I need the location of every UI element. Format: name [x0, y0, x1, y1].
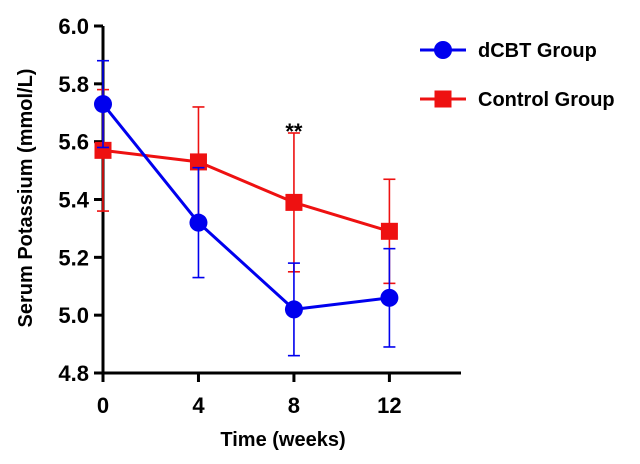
y-tick-label: 5.0: [58, 303, 89, 328]
significance-annotation: **: [285, 119, 303, 144]
y-tick-label: 5.4: [58, 188, 89, 213]
data-point: [380, 222, 398, 240]
series-line: [101, 103, 390, 311]
axes: 4.8 5.0 5.2 5.4 5.6 5.8 6.0 0 4 8 12: [58, 14, 461, 418]
x-axis-title: Time (weeks): [220, 429, 345, 451]
legend-label: dCBT Group: [478, 40, 597, 62]
series-layer: [94, 59, 399, 357]
x-tick-label: 8: [288, 393, 300, 418]
legend: dCBT Group Control Group: [420, 40, 615, 111]
x-tick-label: 12: [377, 393, 401, 418]
x-tick-label: 0: [97, 393, 109, 418]
y-tick-label: 5.6: [58, 130, 89, 155]
x-tick-label: 4: [192, 393, 205, 418]
series-line: [102, 148, 390, 233]
series-dcbt: [94, 59, 399, 357]
legend-item: dCBT Group: [420, 40, 597, 62]
annotation-layer: **: [285, 119, 303, 144]
data-point: [94, 95, 112, 114]
legend-marker: [434, 41, 452, 59]
y-tick-label: 6.0: [58, 14, 89, 39]
data-point: [94, 141, 112, 159]
data-point: [189, 213, 208, 232]
data-point: [189, 153, 207, 171]
data-point: [380, 288, 399, 307]
series-control: [94, 88, 398, 285]
y-tick-label: 5.2: [58, 245, 89, 270]
legend-item: Control Group: [420, 89, 615, 111]
data-point: [285, 193, 303, 211]
legend-label: Control Group: [478, 89, 615, 111]
y-axis-title: Serum Potassium (mmol/L): [15, 69, 37, 328]
y-tick-label: 5.8: [58, 72, 89, 97]
data-point: [284, 300, 303, 319]
legend-marker: [434, 90, 452, 108]
y-tick-label: 4.8: [58, 361, 89, 386]
